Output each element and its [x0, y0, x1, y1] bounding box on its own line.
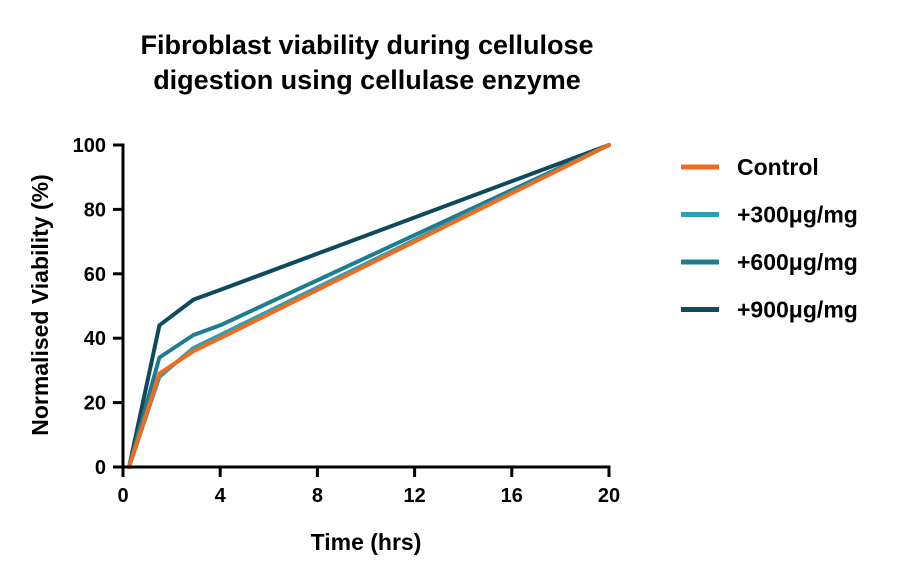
- chart-title-line-2: digestion using cellulase enzyme: [153, 65, 581, 95]
- y-axis-title: Normalised Viability (%): [27, 174, 53, 436]
- x-tick-label: 20: [598, 485, 620, 507]
- y-tick-label: 80: [84, 199, 106, 221]
- y-tick-label: 20: [84, 393, 106, 415]
- x-tick-label: 0: [117, 485, 128, 507]
- legend-label: +900μg/mg: [737, 297, 858, 323]
- y-tick-label: 100: [73, 135, 106, 157]
- legend-item: +300μg/mg: [681, 202, 858, 228]
- y-tick-label: 60: [84, 264, 106, 286]
- chart-title: Fibroblast viability during cellulose di…: [140, 30, 593, 95]
- x-tick-label: 12: [403, 485, 425, 507]
- x-tick-label: 4: [215, 485, 227, 507]
- x-tick-label: 16: [501, 485, 523, 507]
- series-line-3: [127, 143, 611, 469]
- legend: Control +300μg/mg +600μg/mg +900μg/mg: [681, 154, 858, 323]
- legend-item: Control: [681, 154, 819, 180]
- y-tick-label: 0: [95, 457, 106, 479]
- series-line-1: [127, 143, 611, 469]
- x-axis-title: Time (hrs): [311, 529, 422, 555]
- plot-series-group: [127, 143, 611, 469]
- series-line-0: [127, 143, 611, 469]
- chart-title-line-1: Fibroblast viability during cellulose: [140, 30, 593, 60]
- y-tick-label: 40: [84, 328, 106, 350]
- legend-label: Control: [737, 154, 819, 180]
- series-line-2: [127, 143, 611, 469]
- legend-item: +600μg/mg: [681, 249, 858, 275]
- legend-label: +300μg/mg: [737, 202, 858, 228]
- legend-item: +900μg/mg: [681, 297, 858, 323]
- axes-group: 0 4 8 12 16 20 0 20 40 60 80 100: [73, 135, 621, 507]
- x-tick-label: 8: [312, 485, 323, 507]
- legend-label: +600μg/mg: [737, 249, 858, 275]
